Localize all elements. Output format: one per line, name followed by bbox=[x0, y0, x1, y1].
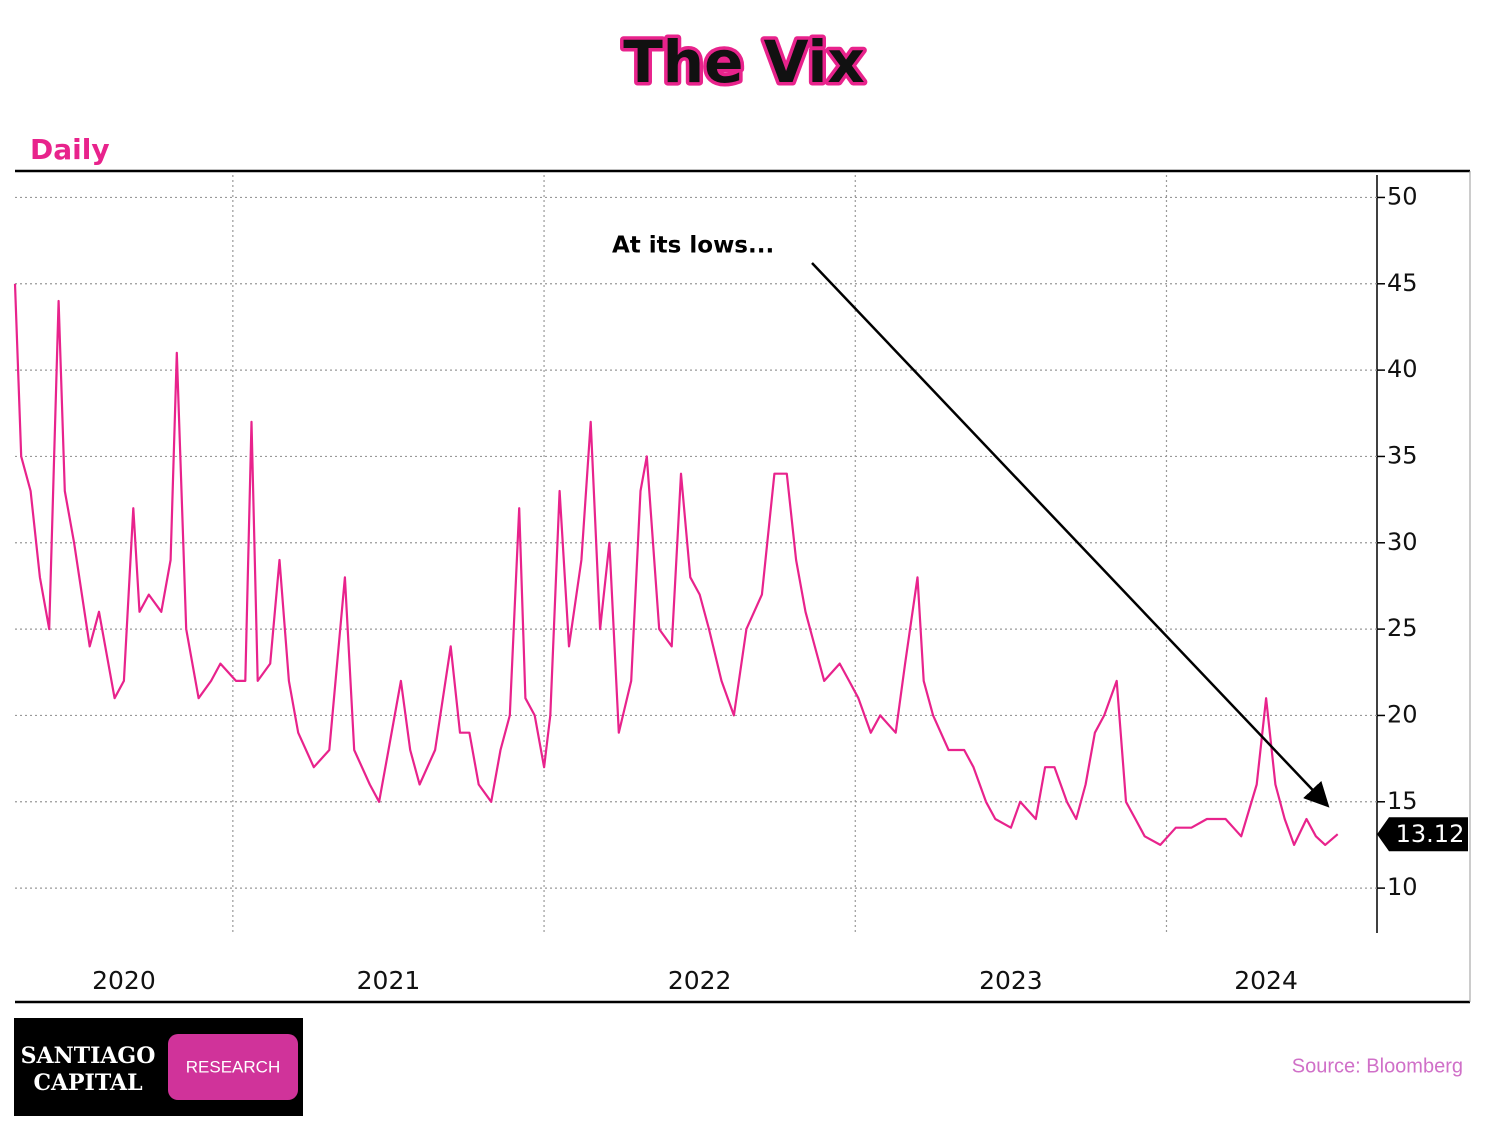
logo-line2: CAPITAL bbox=[33, 1070, 142, 1096]
y-tick-label: 25 bbox=[1387, 614, 1418, 642]
annotation: At its lows... bbox=[612, 233, 774, 259]
y-tick-label: 35 bbox=[1387, 441, 1418, 469]
y-tick-label: 50 bbox=[1387, 182, 1418, 210]
y-tick-label: 10 bbox=[1387, 873, 1418, 901]
last-value-label: 13.12 bbox=[1396, 820, 1465, 848]
x-tick-label: 2023 bbox=[979, 966, 1043, 995]
x-tick-label: 2024 bbox=[1234, 966, 1298, 995]
x-tick-label: 2022 bbox=[668, 966, 732, 995]
y-tick-label: 15 bbox=[1387, 787, 1418, 815]
logo-badge bbox=[168, 1034, 298, 1100]
source: Source: Bloomberg bbox=[1292, 1055, 1463, 1077]
logo-badge-text: RESEARCH bbox=[186, 1057, 280, 1076]
marks: 13.12 bbox=[13, 283, 1468, 852]
last-value-box bbox=[1377, 817, 1468, 852]
y-tick-label: 30 bbox=[1387, 528, 1418, 556]
logo-line1: SANTIAGO bbox=[21, 1043, 156, 1069]
chart-title: The Vix bbox=[623, 28, 865, 96]
x-tick-label: 2021 bbox=[357, 966, 421, 995]
x-tick-label: 2020 bbox=[92, 966, 156, 995]
grid: 10 15 20 25 30 35 40 45 50 2020 2021 2022 2023 2024 bbox=[15, 175, 1418, 995]
annotation-arrow bbox=[811, 262, 1330, 808]
chart-subtitle: Daily bbox=[30, 133, 110, 166]
y-tick-label: 45 bbox=[1387, 269, 1418, 297]
vix-line bbox=[13, 283, 1339, 846]
y-tick-label: 20 bbox=[1387, 700, 1418, 728]
y-tick-label: 40 bbox=[1387, 355, 1418, 383]
